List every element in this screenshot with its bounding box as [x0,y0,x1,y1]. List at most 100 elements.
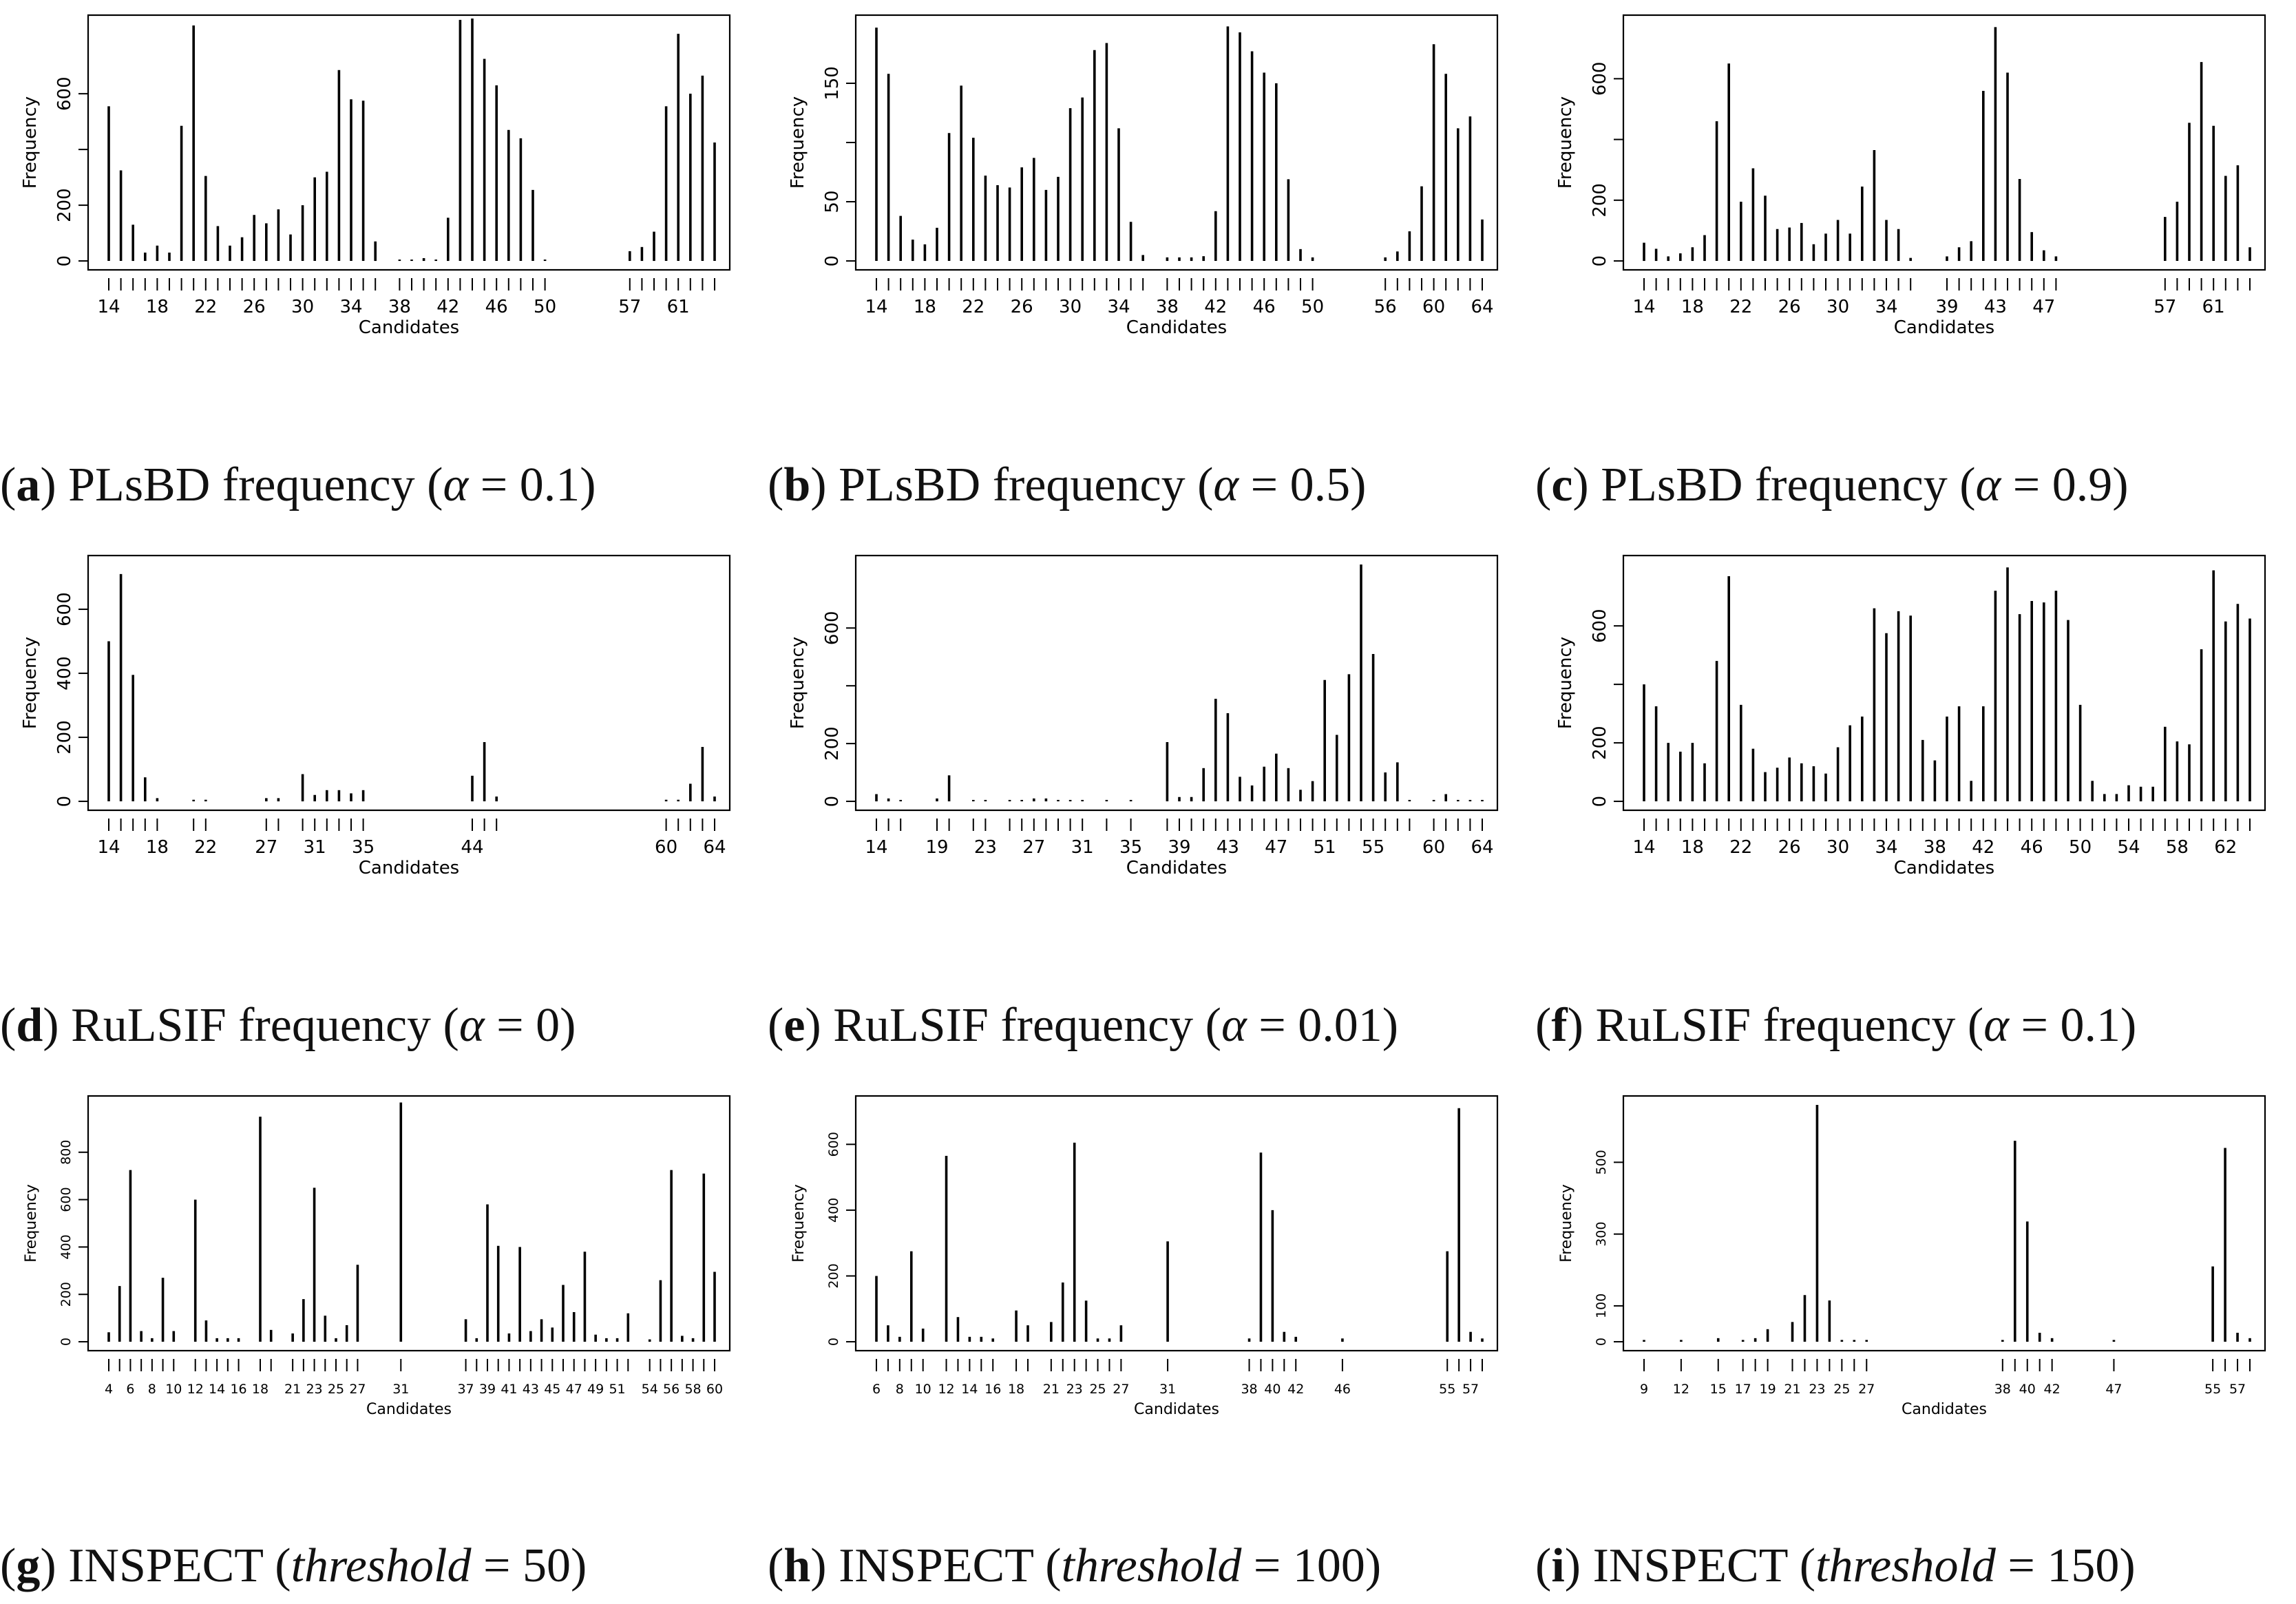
x-tick-label: 14 [865,837,887,858]
y-axis-label: Frequency [1558,1184,1575,1263]
x-tick-label: 19 [925,837,948,858]
x-tick-label: 38 [388,297,411,317]
caption-method: INSPECT [68,1539,263,1592]
x-tick-label: 16 [984,1382,1001,1397]
chart-h: 0 200 400 600 Frequency 6 8 10 12 14 16 18 21 23 25 27 3… [790,1095,1499,1418]
x-axis-label: Candidates [1902,1401,1987,1418]
x-axis-label: Candidates [1126,317,1227,338]
chart-i: 0 100 300 500 Frequency 9 12 15 17 19 21 23 25 27 38 40… [1558,1095,2266,1418]
caption-b: (b) PLsBD frequency (α = 0.5) [768,458,1367,511]
x-tick-label: 50 [534,297,556,317]
x-tick-label: 12 [187,1382,204,1397]
y-tick-label: 600 [54,592,75,626]
y-tick-label: 0 [59,1338,74,1346]
x-tick-label: 41 [501,1382,517,1397]
x-tick-label: 38 [1994,1382,2011,1397]
caption-c: (c) PLsBD frequency (α = 0.9) [1535,458,2129,511]
x-tick-label: 38 [1241,1382,1257,1397]
caption-a: (a) PLsBD frequency (α = 0.1) [0,458,596,511]
caption-letter: d [16,999,43,1052]
x-tick-label: 61 [667,297,690,317]
y-tick-label: 600 [822,611,843,645]
x-axis-label: Candidates [1126,858,1227,878]
x-tick-label: 31 [1071,837,1094,858]
caption-method: PLsBD frequency [839,458,1186,511]
x-tick-label: 46 [2021,837,2043,858]
x-tick-label: 9 [1640,1382,1648,1397]
caption-param-value: 0.9 [2052,458,2113,511]
x-tick-label: 18 [252,1382,268,1397]
x-tick-label: 22 [1729,297,1752,317]
x-tick-label: 46 [1334,1382,1351,1397]
y-tick-label: 400 [59,1234,74,1259]
x-tick-label: 14 [209,1382,225,1397]
caption-method: INSPECT [1592,1539,1788,1592]
x-tick-label: 60 [1422,297,1445,317]
x-tick-label: 15 [1710,1382,1727,1397]
x-tick-label: 57 [1462,1382,1479,1397]
x-tick-label: 54 [642,1382,658,1397]
caption-letter: a [16,458,41,511]
x-tick-label: 38 [1156,297,1179,317]
x-tick-label: 35 [1119,837,1142,858]
x-tick-label: 47 [1265,837,1287,858]
caption-method: PLsBD frequency [68,458,415,511]
x-tick-label: 43 [1217,837,1239,858]
x-tick-label: 10 [165,1382,182,1397]
x-tick-label: 23 [306,1382,322,1397]
y-tick-label: 600 [59,1187,74,1212]
x-tick-label: 23 [974,837,997,858]
x-tick-label: 51 [1314,837,1336,858]
x-tick-label: 58 [684,1382,701,1397]
caption-letter: h [783,1539,811,1592]
caption-method: RuLSIF frequency [71,999,432,1052]
y-tick-label: 0 [54,796,75,808]
x-tick-label: 64 [1471,297,1493,317]
caption-param-symbol: α [1213,458,1239,511]
x-tick-label: 60 [655,837,677,858]
x-tick-label: 54 [2117,837,2140,858]
caption-param-symbol: α [1983,999,2009,1052]
x-tick-label: 14 [961,1382,978,1397]
caption-param-symbol: α [459,999,485,1052]
panel-f: 0 200 600 Frequency 14 18 22 26 30 34 38 42 46 50 54 58… [1535,540,2266,1064]
y-tick-label: 200 [822,726,843,761]
x-tick-label: 55 [2204,1382,2221,1397]
x-tick-label: 16 [230,1382,246,1397]
chart-e: 0 200 600 Frequency 14 19 23 27 31 35 39 43 47 51 55 60… [788,554,1499,878]
x-tick-label: 42 [436,297,459,317]
x-tick-label: 37 [457,1382,474,1397]
x-tick-label: 26 [1778,297,1801,317]
x-tick-label: 18 [1008,1382,1024,1397]
x-tick-label: 45 [544,1382,560,1397]
y-axis-label: Frequency [23,1184,40,1263]
x-axis-label: Candidates [1894,858,1994,878]
x-tick-label: 51 [609,1382,625,1397]
caption-g: (g) INSPECT (threshold = 50) [0,1539,587,1592]
x-tick-label: 47 [2032,297,2055,317]
x-tick-label: 25 [328,1382,344,1397]
x-tick-label: 14 [1632,297,1655,317]
caption-param-symbol: threshold [1061,1539,1242,1592]
caption-param-value: 100 [1292,1539,1365,1592]
x-tick-label: 57 [2229,1382,2246,1397]
x-tick-label: 8 [896,1382,904,1397]
panel-d: 0 200 400 600 Frequency 14 18 22 27 31 35 44 60 64 Can… [0,540,731,1064]
y-tick-label: 400 [826,1198,841,1223]
y-tick-label: 200 [1590,726,1610,760]
caption-param-value: 0.5 [1289,458,1351,511]
x-tick-label: 22 [962,297,984,317]
x-tick-label: 18 [146,837,169,858]
x-tick-label: 43 [1984,297,2007,317]
y-tick-label: 0 [822,796,843,808]
chart-f: 0 200 600 Frequency 14 18 22 26 30 34 38 42 46 50 54 58… [1555,554,2266,878]
panel-i: 0 100 300 500 Frequency 9 12 15 17 19 21 23 25 27 38 40… [1535,1081,2266,1604]
x-tick-label: 30 [291,297,314,317]
caption-letter: c [1551,458,1573,511]
caption-letter: b [783,458,811,511]
plot-frame [1622,554,2266,812]
plot-frame [854,554,1499,812]
y-tick-label: 500 [1594,1150,1609,1174]
x-tick-label: 8 [148,1382,156,1397]
x-tick-label: 12 [1673,1382,1689,1397]
